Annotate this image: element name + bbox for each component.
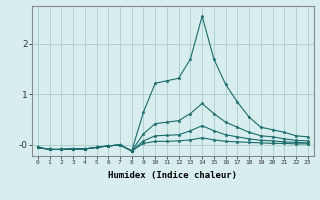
X-axis label: Humidex (Indice chaleur): Humidex (Indice chaleur) [108, 171, 237, 180]
